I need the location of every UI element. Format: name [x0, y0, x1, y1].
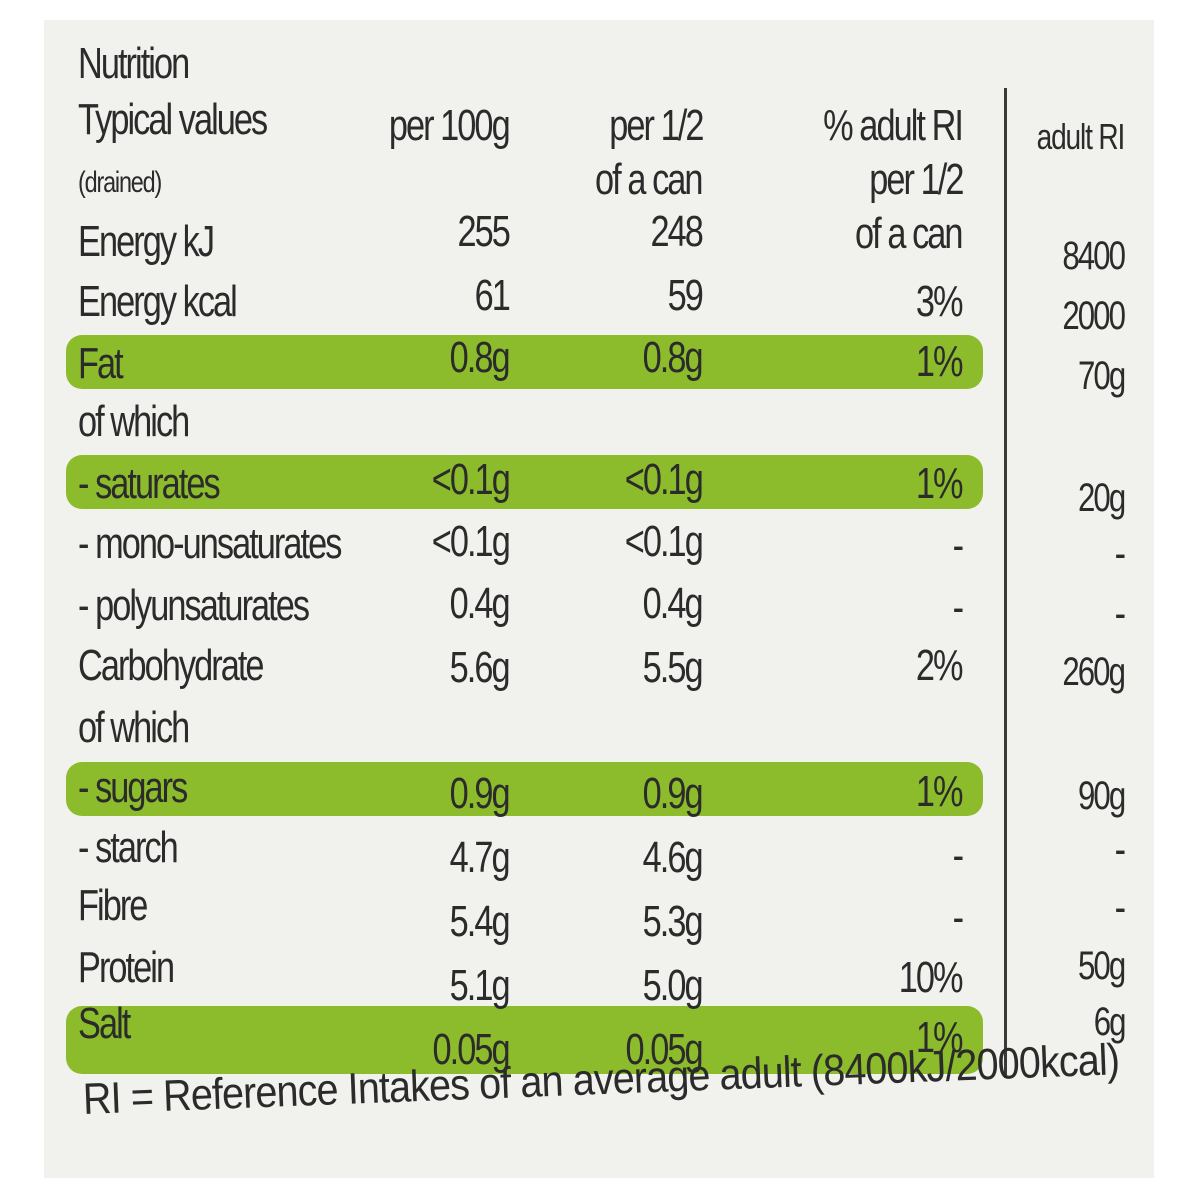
col-perhalf-header-2: of a can [595, 155, 703, 204]
label-title: Nutrition [78, 39, 190, 88]
row-label: - saturates [78, 459, 221, 508]
cell-per100: 0.05g [432, 1025, 511, 1074]
cell-adult-ri: 70g [1077, 354, 1126, 398]
row-label: - starch [78, 823, 179, 872]
row-label: - sugars [78, 763, 188, 812]
drained-note: (drained) [78, 166, 162, 199]
cell-perhalf: 248 [650, 207, 704, 256]
row-label: Carbohydrate [78, 641, 265, 690]
cell-ri: - [952, 831, 964, 880]
row-label: Energy kJ [78, 217, 215, 266]
cell-ri: 2% [916, 641, 964, 690]
cell-adult-ri: 50g [1077, 944, 1126, 988]
typical-values-heading: Typical values [78, 95, 268, 144]
cell-perhalf: 0.4g [643, 579, 704, 628]
cell-perhalf: 4.6g [643, 833, 704, 882]
nutrition-label: Nutrition Typical values (drained) per 1… [44, 20, 1154, 1178]
cell-adult-ri: 90g [1077, 774, 1126, 818]
sugars-highlight [66, 762, 983, 816]
col-adult-ri-header: adult RI [1036, 116, 1126, 157]
cell-perhalf: 0.05g [625, 1025, 704, 1074]
cell-per100: 0.4g [450, 579, 511, 628]
cell-per100: 5.4g [450, 897, 511, 946]
cell-per100: <0.1g [431, 517, 511, 566]
cell-perhalf: 5.0g [643, 961, 704, 1010]
cell-ri: 1% [916, 767, 964, 816]
cell-ri: 1% [916, 1013, 964, 1062]
cell-perhalf: 0.8g [643, 333, 704, 382]
cell-per100: 61 [474, 271, 511, 320]
cell-adult-ri: 2000 [1062, 294, 1126, 338]
cell-per100: 4.7g [450, 833, 511, 882]
cell-ri: 3% [916, 277, 964, 326]
col-ri-header-3: of a can [855, 209, 963, 258]
row-label: of which [78, 703, 190, 752]
cell-per100: 5.6g [450, 643, 511, 692]
cell-ri: - [952, 521, 964, 570]
cell-adult-ri: - [1114, 883, 1126, 932]
cell-ri: 1% [916, 459, 964, 508]
row-label: Fat [78, 339, 124, 388]
cell-per100: <0.1g [431, 455, 511, 504]
cell-adult-ri: 8400 [1062, 234, 1126, 278]
fat-highlight [66, 335, 983, 389]
row-label: Fibre [78, 881, 148, 930]
cell-adult-ri: 260g [1062, 650, 1126, 694]
cell-ri: - [952, 583, 964, 632]
cell-ri: 10% [899, 953, 964, 1002]
col-perhalf-header-1: per 1/2 [608, 101, 704, 150]
col-ri-header-2: per 1/2 [868, 155, 964, 204]
cell-ri: 1% [916, 337, 964, 386]
cell-perhalf: <0.1g [624, 517, 704, 566]
cell-adult-ri: 6g [1093, 1000, 1126, 1044]
cell-per100: 5.1g [450, 961, 511, 1010]
cell-per100: 255 [457, 207, 511, 256]
col-ri-header-1: % adult RI [823, 101, 964, 150]
saturates-highlight [66, 455, 983, 509]
row-label: Salt [78, 999, 131, 1048]
row-label: Energy kcal [78, 277, 238, 326]
column-divider [1004, 88, 1007, 1078]
cell-perhalf: 5.3g [643, 897, 704, 946]
cell-perhalf: 5.5g [643, 643, 704, 692]
salt-highlight [66, 1006, 983, 1074]
row-label: Protein [78, 943, 175, 992]
cell-perhalf: <0.1g [624, 455, 704, 504]
cell-per100: 0.8g [450, 333, 511, 382]
cell-perhalf: 59 [667, 271, 704, 320]
cell-perhalf: 0.9g [643, 769, 704, 818]
col-per100-header: per 100g [389, 101, 511, 150]
cell-ri: - [952, 893, 964, 942]
cell-adult-ri: 20g [1077, 476, 1126, 520]
cell-adult-ri: - [1114, 589, 1126, 638]
cell-per100: 0.9g [450, 769, 511, 818]
row-label: - mono-unsaturates [78, 519, 342, 568]
cell-adult-ri: - [1114, 825, 1126, 874]
row-label: of which [78, 397, 190, 446]
cell-adult-ri: - [1114, 529, 1126, 578]
row-label: - polyunsaturates [78, 581, 310, 630]
